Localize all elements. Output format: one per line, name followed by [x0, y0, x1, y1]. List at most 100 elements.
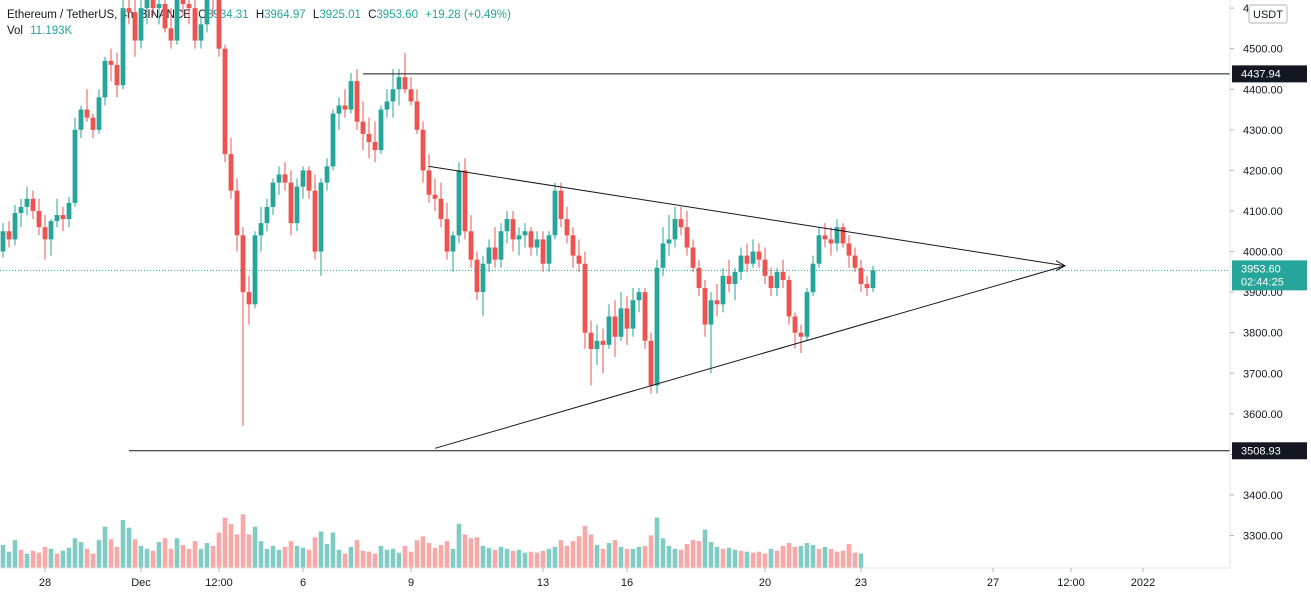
candle — [432, 178, 438, 211]
candle-body — [438, 198, 444, 220]
volume-bar — [480, 545, 486, 568]
candle — [264, 198, 270, 232]
candle-body — [828, 239, 834, 244]
candle — [444, 202, 450, 260]
candle — [180, 0, 186, 17]
currency-badge[interactable]: USDT — [1248, 4, 1288, 24]
price-axis[interactable]: 4600.004500.004400.004300.004200.004100.… — [1229, 0, 1311, 598]
candle-body — [504, 219, 510, 232]
candle-body — [630, 300, 636, 329]
volume-bar — [606, 543, 612, 568]
candle — [342, 89, 348, 118]
candle — [306, 166, 312, 199]
candle-body — [624, 308, 630, 329]
candle — [516, 227, 522, 256]
candle — [816, 227, 822, 268]
volume-bar — [732, 549, 738, 568]
volume-bar — [372, 553, 378, 568]
volume-bar — [216, 532, 222, 568]
candle-body — [300, 170, 306, 187]
symbol-title[interactable]: Ethereum / TetherUS, 4h, BINANCE — [7, 9, 191, 21]
trendline[interactable] — [428, 165, 1066, 267]
volume-bar — [816, 548, 822, 568]
candle — [234, 178, 240, 252]
volume-bar — [516, 549, 522, 568]
candle — [78, 105, 84, 138]
price-tick-label: 3400.00 — [1243, 490, 1283, 502]
candle-body — [834, 227, 840, 244]
candle — [48, 219, 54, 256]
candle-body — [54, 215, 60, 222]
time-tick-label: 23 — [855, 577, 867, 589]
candle-body — [18, 206, 24, 213]
candle-body — [558, 190, 564, 220]
candle-body — [720, 275, 726, 305]
candle-body — [846, 243, 852, 256]
time-tick-label: Dec — [131, 577, 151, 589]
volume-bar — [414, 540, 420, 568]
candle-body — [546, 235, 552, 264]
candle — [696, 259, 702, 297]
candle — [390, 68, 396, 118]
candle-body — [192, 8, 198, 41]
volume-bar — [108, 539, 114, 568]
time-axis[interactable]: 28 Dec 12:00 6 9 13 16 20 23 27 12:00 2022 — [0, 567, 1230, 598]
candle — [498, 223, 504, 268]
volume-bar — [456, 523, 462, 568]
candle — [708, 292, 714, 374]
candle — [24, 186, 30, 216]
candle-body — [666, 239, 672, 244]
time-tick-label: 28 — [39, 577, 51, 589]
volume-bar — [654, 517, 660, 568]
volume-row: Vol 11.193K — [7, 23, 511, 39]
volume-bar — [840, 550, 846, 568]
volume-bar — [168, 548, 174, 568]
price-tick-label: 3300.00 — [1243, 531, 1283, 543]
volume-bar — [576, 536, 582, 568]
candle — [504, 210, 510, 244]
volume-bar — [276, 549, 282, 568]
volume-bar — [714, 546, 720, 568]
candle — [636, 288, 642, 313]
candle-body — [750, 251, 756, 264]
candle-body — [708, 300, 714, 325]
volume-bar — [246, 534, 252, 568]
candle-body — [36, 210, 42, 228]
candle — [198, 16, 204, 49]
candle — [132, 0, 138, 57]
volume-bar — [288, 541, 294, 568]
candle-body — [384, 101, 390, 110]
candle-body — [564, 219, 570, 236]
volume-bar — [486, 547, 492, 568]
candle — [450, 231, 456, 272]
candle — [834, 219, 840, 252]
trendline[interactable] — [434, 265, 1066, 449]
volume-bar — [114, 546, 120, 568]
volume-bar — [30, 550, 36, 568]
candle — [810, 255, 816, 297]
volume-bar — [798, 545, 804, 568]
candle-body — [90, 117, 96, 130]
candle — [204, 0, 210, 33]
candle-body — [498, 231, 504, 260]
open-label: O — [198, 9, 208, 21]
volume-bar — [228, 523, 234, 568]
volume-bar — [780, 545, 786, 568]
candle — [252, 231, 258, 309]
volume-bar — [600, 548, 606, 568]
candle — [216, 0, 222, 57]
candle — [168, 8, 174, 49]
volume-bar — [192, 541, 198, 568]
candle — [618, 292, 624, 341]
candle-body — [132, 12, 138, 41]
volume-bar — [138, 545, 144, 568]
candle — [330, 109, 336, 171]
candle-body — [240, 235, 246, 293]
candle — [348, 73, 354, 114]
candle-body — [336, 105, 342, 114]
candle-body — [414, 101, 420, 130]
candle — [762, 247, 768, 284]
candle — [294, 178, 300, 232]
volume-bar — [642, 545, 648, 568]
